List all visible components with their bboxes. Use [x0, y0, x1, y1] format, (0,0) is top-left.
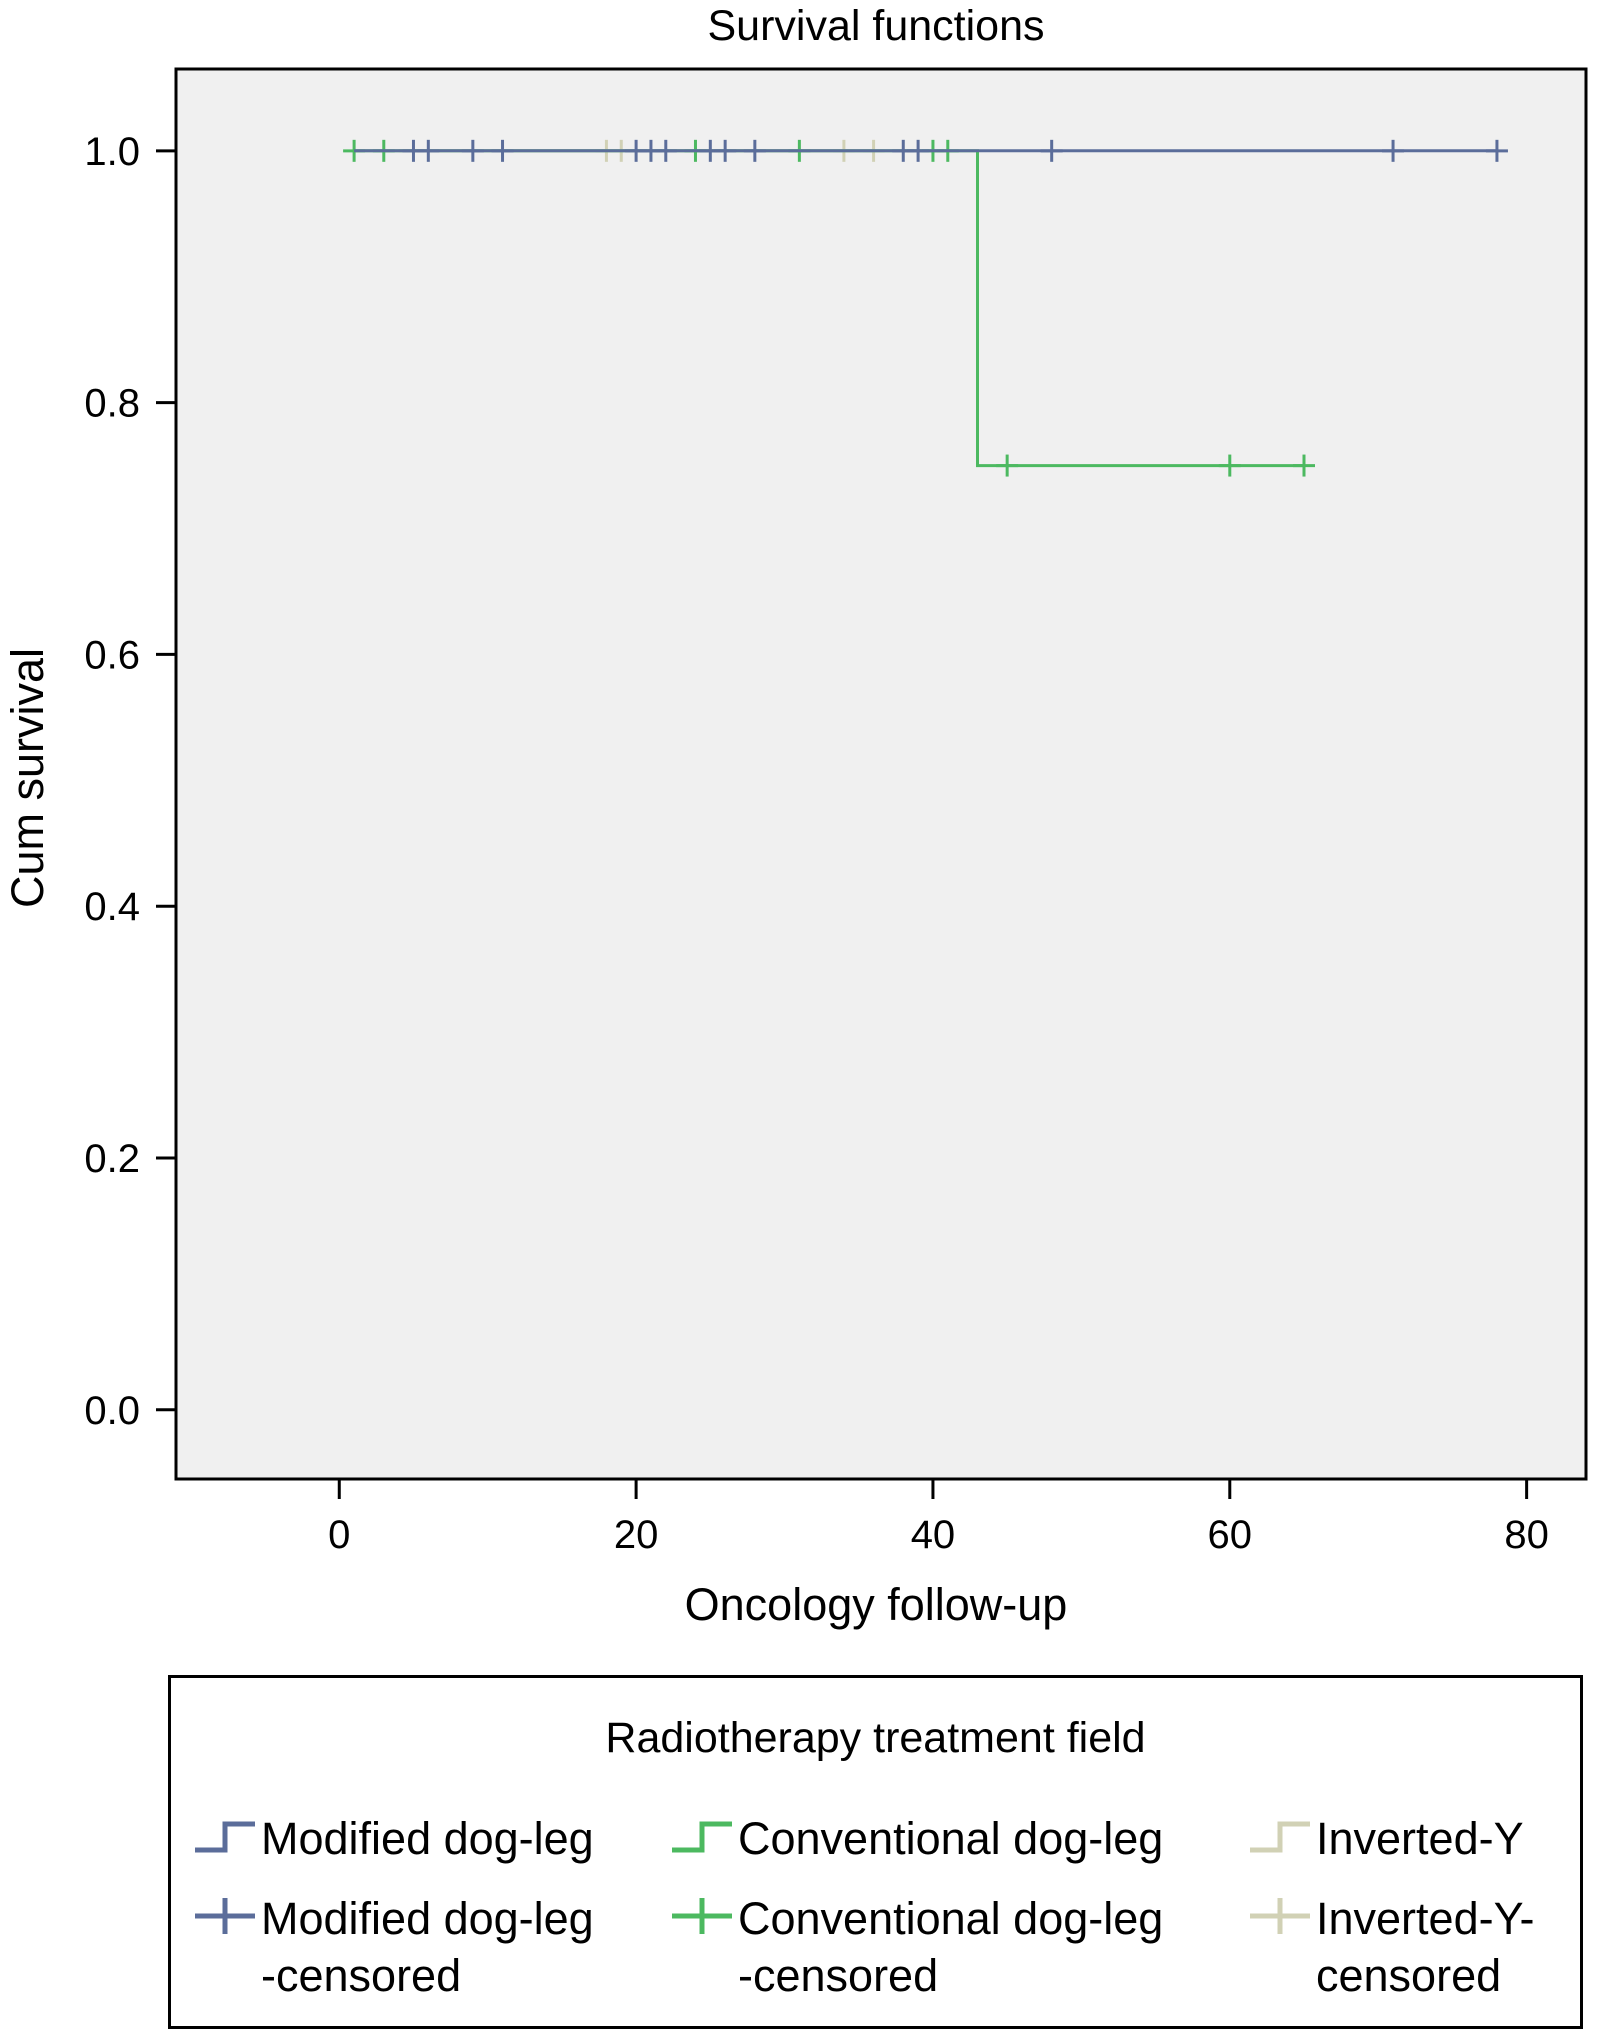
- step-line-icon: [672, 1821, 732, 1853]
- y-axis-label: Cum survival: [2, 648, 53, 908]
- y-tick-label: 0.0: [84, 1389, 140, 1433]
- censor-cross-icon: [195, 1898, 255, 1934]
- censored-mark: [1040, 139, 1063, 162]
- legend-item: Inverted-Y- censored: [1246, 1890, 1534, 2004]
- censored-mark: [743, 139, 766, 162]
- legend-label: Inverted-Y: [1316, 1813, 1524, 1864]
- censored-mark: [417, 139, 440, 162]
- x-tick-label: 60: [1208, 1513, 1253, 1557]
- legend-item: Modified dog-leg: [191, 1810, 594, 1867]
- censor-cross-icon: [672, 1898, 732, 1934]
- censored-mark: [1293, 454, 1315, 477]
- y-tick-label: 0.8: [84, 382, 140, 426]
- survival-chart: Survival functions 0.0 0.2 0.4 0.6 0.8 1.0 0 2…: [2, 2, 1588, 1630]
- x-axis-label: Oncology follow-up: [685, 1579, 1068, 1630]
- x-tick-label: 80: [1504, 1513, 1549, 1557]
- legend-item: Conventional dog-leg -censored: [668, 1890, 1163, 2004]
- chart-title: Survival functions: [708, 2, 1045, 50]
- x-tick-label: 40: [911, 1513, 956, 1557]
- legend-item: Inverted-Y: [1246, 1810, 1524, 1867]
- y-axis: 0.0 0.2 0.4 0.6 0.8 1.0: [84, 130, 176, 1433]
- legend-label: Inverted-Y- censored: [1316, 1893, 1535, 2001]
- step-line-icon: [1250, 1821, 1310, 1853]
- censored-mark: [1382, 139, 1405, 162]
- legend-item: Conventional dog-leg: [668, 1810, 1163, 1867]
- y-tick-label: 0.6: [84, 633, 140, 677]
- censored-mark: [1218, 454, 1241, 477]
- x-axis: 0 20 40 60 80: [328, 1479, 1549, 1557]
- series-layer: [343, 139, 1508, 477]
- series-0: [354, 139, 1508, 162]
- censor-cross-icon: [1250, 1898, 1310, 1934]
- censored-mark: [654, 139, 677, 162]
- censored-mark: [714, 139, 737, 162]
- step-line-icon: [195, 1821, 255, 1853]
- legend-title: Radiotherapy treatment field: [605, 1714, 1146, 1762]
- plot-area: [174, 67, 1588, 1481]
- censored-mark: [461, 139, 484, 162]
- censored-mark: [1485, 139, 1508, 162]
- censored-mark: [491, 139, 514, 162]
- y-tick-label: 1.0: [84, 130, 140, 174]
- x-tick-label: 20: [614, 1513, 659, 1557]
- legend-label: Conventional dog-leg: [738, 1813, 1164, 1864]
- legend-label: Conventional dog-leg -censored: [738, 1893, 1164, 2001]
- legend: Radiotherapy treatment field Modified do…: [168, 1675, 1583, 2029]
- censored-mark: [996, 454, 1019, 477]
- legend-label: Modified dog-leg: [261, 1813, 594, 1864]
- x-tick-label: 0: [328, 1513, 350, 1557]
- legend-label: Modified dog-leg -censored: [261, 1893, 594, 2001]
- legend-item: Modified dog-leg -censored: [191, 1890, 594, 2004]
- y-tick-label: 0.4: [84, 885, 140, 929]
- y-tick-label: 0.2: [84, 1137, 140, 1181]
- censored-mark: [907, 139, 930, 162]
